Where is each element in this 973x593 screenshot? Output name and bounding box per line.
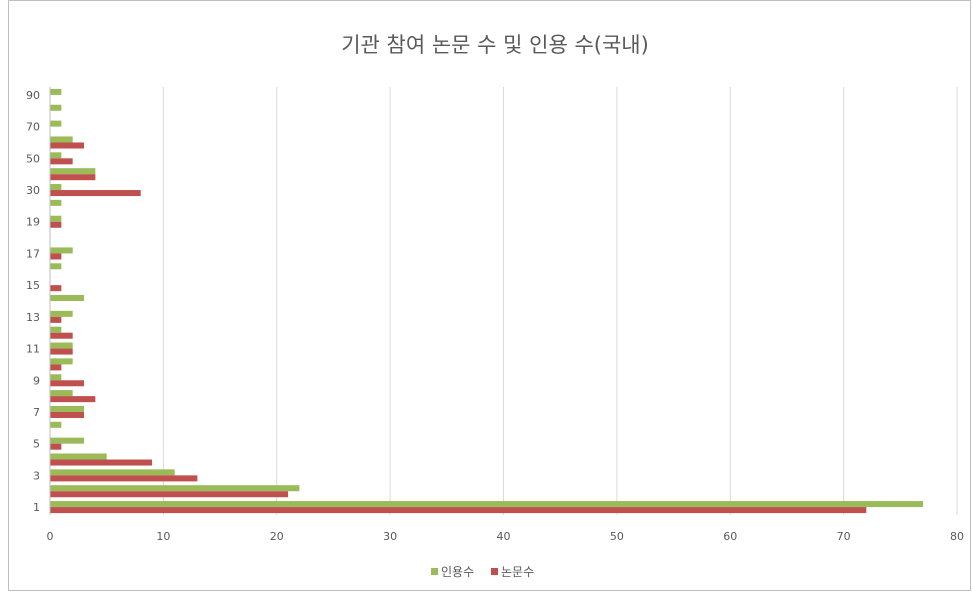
chart-frame: 기관 참여 논문 수 및 인용 수(국내) 1 3 5 7 9 11 13 15 17 19 30 5… [8,0,971,591]
bar-citations [50,390,73,397]
legend-label-papers: 논문수 [501,565,534,579]
bar-citations [50,358,73,365]
bar-citations [50,453,107,460]
x-tick-label: 70 [837,530,851,543]
bar-papers [50,459,153,466]
bar-papers [50,316,62,323]
bar-citations [50,168,96,175]
x-tick-label: 20 [270,530,284,543]
bar-papers [50,158,73,165]
bar-citations [50,326,62,333]
legend-swatch-papers [491,568,498,575]
bar-citations [50,247,73,254]
bar-papers [50,221,62,228]
bar-citations [50,294,85,301]
bar-papers [50,475,198,482]
gridlines [162,87,958,515]
y-tick-label: 7 [33,406,40,419]
bar-papers [50,190,141,197]
bar-citations [50,501,923,508]
bar-citations [50,485,300,492]
bar-citations [50,263,62,270]
bar-citations [50,136,73,143]
x-tick-label: 10 [156,530,170,543]
y-tick-label: 17 [26,247,40,260]
y-tick-label: 90 [26,89,40,102]
bar-citations [50,184,62,191]
y-tick-label: 11 [26,343,40,356]
bar-citations [50,120,62,127]
x-tick-label: 40 [497,530,511,543]
bar-papers [50,443,62,450]
bars [50,88,923,514]
y-tick-label: 9 [33,374,40,387]
bar-papers [50,491,289,498]
bar-papers [50,332,73,339]
legend: 인용수 논문수 [431,565,534,579]
x-tick-label: 80 [950,530,964,543]
x-tick-label: 30 [383,530,397,543]
y-tick-label: 1 [33,501,40,514]
bar-papers [50,285,62,292]
chart-title: 기관 참여 논문 수 및 인용 수(국내) [341,33,649,57]
bar-citations [50,88,62,95]
bar-citations [50,374,62,381]
bar-citations [50,405,85,412]
bar-citations [50,215,62,222]
bar-papers [50,174,96,181]
y-tick-label: 15 [26,279,40,292]
y-tick-label: 19 [26,216,40,229]
bar-papers [50,411,85,418]
y-tick-label: 13 [26,311,40,324]
x-tick-label: 50 [610,530,624,543]
bar-chart: 기관 참여 논문 수 및 인용 수(국내) 135791113151719305… [26,33,965,579]
bar-citations [50,199,62,206]
bar-citations [50,152,62,159]
y-tick-label: 30 [26,184,40,197]
bar-papers [50,253,62,260]
bar-papers [50,348,73,355]
bar-papers [50,142,85,149]
bar-citations [50,469,175,476]
bar-citations [50,437,85,444]
y-tick-label: 3 [33,469,40,482]
bar-papers [50,396,96,403]
bar-citations [50,421,62,428]
x-tick-label: 60 [723,530,737,543]
x-tick-label: 0 [47,530,54,543]
bar-citations [50,104,62,111]
legend-label-citations: 인용수 [441,565,474,579]
bar-papers [50,507,867,514]
y-tick-label: 70 [26,121,40,134]
x-axis-ticks: 0 10 20 30 40 50 60 70 80 [47,530,965,543]
bar-citations [50,310,73,317]
bar-citations [50,342,73,349]
y-tick-label: 5 [33,438,40,451]
bar-papers [50,380,85,387]
y-tick-label: 50 [26,152,40,165]
legend-swatch-citations [431,568,438,575]
bar-papers [50,364,62,371]
